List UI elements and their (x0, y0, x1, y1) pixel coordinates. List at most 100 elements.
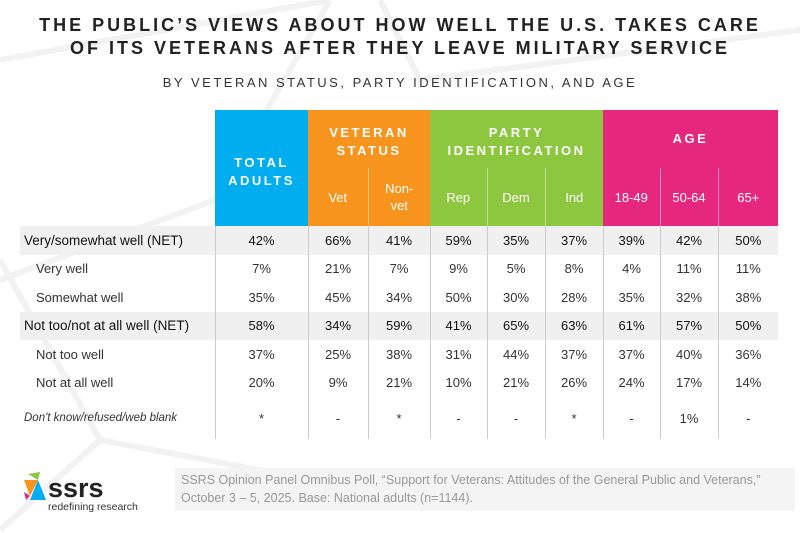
table-cell: 34% (307, 311, 368, 340)
title-line-2: OF ITS VETERANS AFTER THEY LEAVE MILITAR… (69, 38, 731, 58)
table-cell: - (486, 397, 545, 439)
table-cell: 37% (544, 340, 603, 369)
table-cell: 38% (367, 340, 430, 369)
table-cell: * (544, 397, 603, 439)
row-label: Not at all well (36, 375, 114, 391)
table-cell: 37% (214, 340, 308, 369)
header-age: AGE (603, 110, 778, 168)
table-cell: 7% (367, 254, 430, 283)
chart-title: THE PUBLIC’S VIEWS ABOUT HOW WELL THE U.… (0, 14, 800, 60)
table-cell: 45% (307, 283, 368, 312)
col-non-vet: Non-vet (367, 168, 430, 226)
svg-text:redefining research: redefining research (48, 501, 138, 512)
row-label: Not too well (36, 346, 104, 362)
table-cell: 42% (659, 226, 718, 255)
header-blank (20, 110, 215, 226)
table-cell: 57% (659, 311, 718, 340)
table-cell: 32% (659, 283, 718, 312)
table-cell: 50% (717, 226, 778, 255)
table-cell: * (214, 397, 308, 439)
source-line-2: October 3 – 5, 2025. Base: National adul… (181, 491, 473, 505)
table-cell: 35% (602, 283, 660, 312)
table-row: Don't know/refused/web blank * - * - - * -1% - (20, 397, 778, 439)
col-18-49: 18-49 (603, 168, 660, 226)
table-cell: 28% (544, 283, 603, 312)
table-cell: 21% (367, 368, 430, 397)
table-cell: 61% (602, 311, 660, 340)
source-line-1: SSRS Opinion Panel Omnibus Poll, “Suppor… (181, 473, 761, 487)
table-cell: 30% (486, 283, 545, 312)
table-cell: 63% (544, 311, 603, 340)
table-cell: 59% (367, 311, 430, 340)
table-cell: 50% (429, 283, 487, 312)
table-cell: 58% (214, 311, 308, 340)
table-cell: 25% (307, 340, 368, 369)
table-cell: 42% (214, 226, 308, 255)
table-cell: 20% (214, 368, 308, 397)
table-cell: 8% (544, 254, 603, 283)
table-cell: 41% (429, 311, 487, 340)
table-cell: 59% (429, 226, 487, 255)
results-table: TOTAL ADULTS VETERAN STATUS PARTY IDENTIFIC… (20, 110, 778, 439)
title-line-1: THE PUBLIC’S VIEWS ABOUT HOW WELL THE U.… (39, 15, 761, 35)
table-row: Not at all well 20% 9% 21% 10% 21% 26% 24% 17% 14… (20, 368, 778, 397)
table-cell: 38% (717, 283, 778, 312)
row-label: Very well (36, 261, 89, 277)
table-cell: 34% (367, 283, 430, 312)
table-row: Very well 7% 21% 7% 9% 5% 8% 4% 11% 11% (20, 254, 778, 283)
table-cell: 24% (602, 368, 660, 397)
table-cell: 11% (717, 254, 778, 283)
row-label: Don't know/refused/web blank (24, 412, 178, 424)
table-cell: - (602, 397, 660, 439)
header-party-identification: PARTY IDENTIFICATION (430, 110, 603, 168)
table-cell: 65% (486, 311, 545, 340)
table-cell: 10% (429, 368, 487, 397)
table-row: Not too well 37% 25% 38% 31% 44% 37% 37% 40% 36% (20, 340, 778, 369)
table-cell: 9% (429, 254, 487, 283)
row-label: Very/somewhat well (NET) (20, 226, 215, 255)
table-cell: 5% (486, 254, 545, 283)
table-cell: 35% (214, 283, 308, 312)
table-row: Very/somewhat well (NET) 42% 66% 41% 59% 35% 3… (20, 226, 778, 255)
chart-subtitle: BY VETERAN STATUS, PARTY IDENTIFICATION,… (162, 75, 638, 90)
col-65-plus: 65+ (717, 168, 778, 226)
ssrs-logo-icon: ssrs redefining research (24, 472, 138, 513)
ssrs-logo: ssrs redefining research (22, 470, 152, 517)
table-cell: 31% (429, 340, 487, 369)
header-total-adults: TOTAL ADULTS (215, 110, 308, 226)
row-label: Not too/not at all well (NET) (20, 311, 215, 340)
table-cell: 26% (544, 368, 603, 397)
table-cell: 35% (486, 226, 545, 255)
table-cell: - (717, 397, 778, 439)
table-cell: 36% (717, 340, 778, 369)
table-cell: 50% (717, 311, 778, 340)
col-vet: Vet (308, 168, 368, 226)
source-note: SSRS Opinion Panel Omnibus Poll, “Suppor… (175, 468, 795, 511)
table-cell: - (307, 397, 368, 439)
table-cell: 11% (659, 254, 718, 283)
col-50-64: 50-64 (659, 168, 718, 226)
table-cell: * (367, 397, 430, 439)
table-cell: 40% (659, 340, 718, 369)
table-cell: 1% (659, 397, 718, 439)
col-dem: Dem (486, 168, 545, 226)
row-label: Somewhat well (36, 289, 124, 305)
col-ind: Ind (544, 168, 603, 226)
table-cell: 66% (307, 226, 368, 255)
table-cell: 37% (544, 226, 603, 255)
table-cell: 21% (486, 368, 545, 397)
table-cell: 41% (367, 226, 430, 255)
table-row: Not too/not at all well (NET) 58% 34% 59% 41… (20, 311, 778, 340)
header-veteran-status: VETERAN STATUS (308, 110, 430, 168)
table-cell: 17% (659, 368, 718, 397)
table-cell: 4% (602, 254, 660, 283)
table-cell: 44% (486, 340, 545, 369)
col-rep: Rep (430, 168, 487, 226)
table-cell: 7% (214, 254, 308, 283)
table-cell: - (429, 397, 487, 439)
svg-text:ssrs: ssrs (48, 473, 104, 503)
table-cell: 9% (307, 368, 368, 397)
table-row: Somewhat well 35% 45% 34% 50% 30% 28% 35% 32% 38% (20, 283, 778, 312)
table-cell: 14% (717, 368, 778, 397)
table-cell: 37% (602, 340, 660, 369)
